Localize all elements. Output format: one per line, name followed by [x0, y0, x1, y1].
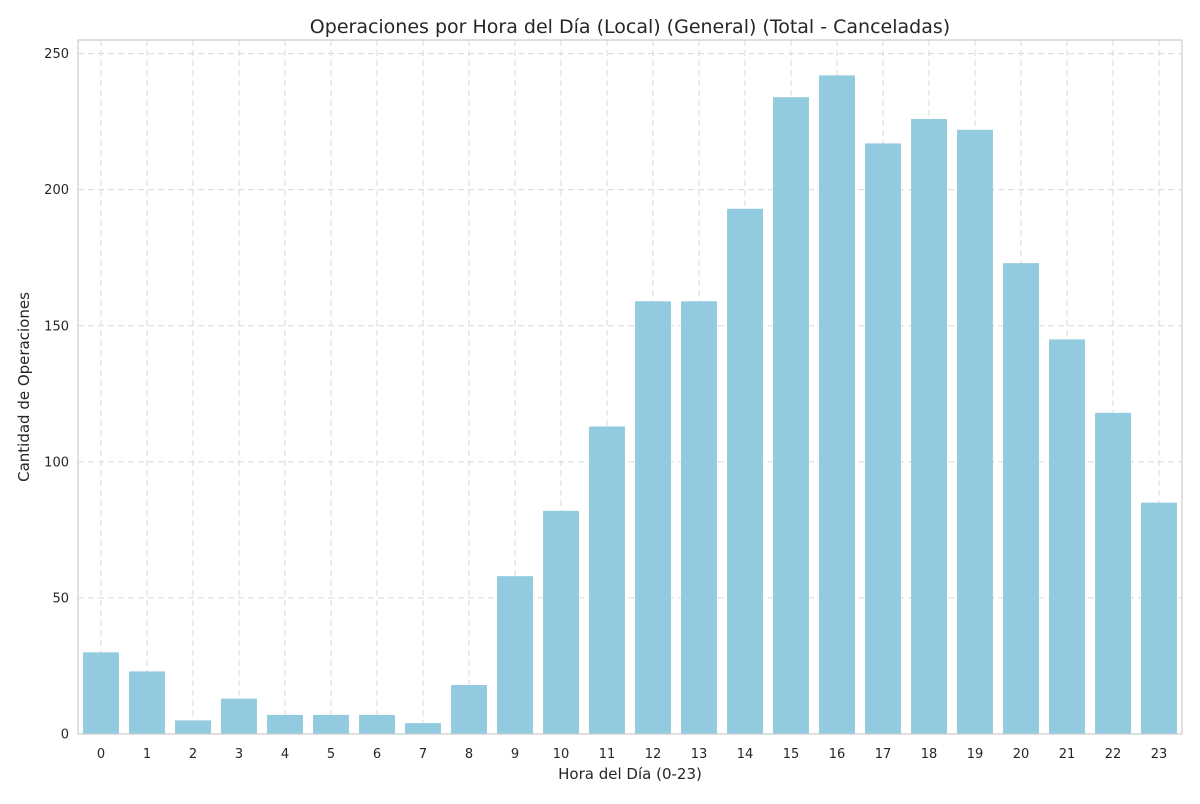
x-tick-label: 3 [235, 747, 243, 762]
bar-hour-14 [727, 208, 763, 735]
x-tick-label: 22 [1105, 747, 1122, 762]
bar-hour-13 [681, 301, 717, 734]
y-tick-label: 0 [61, 728, 69, 743]
bar-hour-1 [129, 671, 165, 734]
x-tick-label: 23 [1151, 747, 1168, 762]
bar-hour-21 [1049, 339, 1085, 734]
x-tick-label: 14 [737, 747, 754, 762]
bar-hour-16 [819, 75, 855, 735]
x-axis-ticks: 0 1 2 3 4 5 6 7 8 9 10 11 12 13 14 15 16 17 18 19 20 21 22 23 [97, 747, 1167, 762]
bar-hour-2 [175, 720, 211, 734]
x-tick-label: 9 [511, 747, 519, 762]
plot-frame [77, 39, 1183, 735]
bar-hour-8 [451, 685, 487, 734]
bar-hour-10 [543, 510, 579, 734]
x-tick-label: 7 [419, 747, 427, 762]
x-tick-label: 0 [97, 747, 105, 762]
bar-hour-22 [1095, 412, 1131, 734]
bar-hour-6 [359, 714, 395, 734]
y-tick-label: 100 [44, 455, 69, 470]
bar-hour-17 [865, 143, 901, 734]
x-tick-label: 12 [645, 747, 662, 762]
bar-hour-12 [635, 301, 671, 734]
x-tick-label: 20 [1013, 747, 1030, 762]
x-tick-label: 18 [921, 747, 938, 762]
y-tick-label: 250 [44, 47, 69, 62]
x-tick-label: 16 [829, 747, 846, 762]
x-tick-label: 21 [1059, 747, 1076, 762]
x-tick-label: 10 [553, 747, 570, 762]
x-tick-label: 19 [967, 747, 984, 762]
bar-hour-18 [911, 118, 947, 735]
bar-hour-9 [497, 576, 533, 734]
y-tick-label: 150 [44, 319, 69, 334]
bar-hour-19 [957, 129, 993, 734]
bar-hour-23 [1141, 502, 1177, 734]
y-axis-label: Cantidad de Operaciones [15, 292, 33, 482]
bar-hour-0 [83, 652, 119, 734]
bar-hour-20 [1003, 263, 1039, 734]
x-tick-label: 15 [783, 747, 800, 762]
x-tick-label: 11 [599, 747, 616, 762]
x-tick-label: 2 [189, 747, 197, 762]
x-tick-label: 5 [327, 747, 335, 762]
x-tick-label: 13 [691, 747, 708, 762]
bar-hour-3 [221, 698, 257, 734]
x-tick-label: 8 [465, 747, 473, 762]
y-axis-ticks: 0 50 100 150 200 250 [44, 47, 69, 742]
bar-hour-11 [589, 426, 625, 734]
bar-hour-5 [313, 714, 349, 734]
bar-hour-4 [267, 714, 303, 734]
x-tick-label: 1 [143, 747, 151, 762]
x-tick-label: 4 [281, 747, 289, 762]
y-tick-label: 200 [44, 183, 69, 198]
chart-title: Operaciones por Hora del Día (Local) (Ge… [310, 16, 950, 38]
y-tick-label: 50 [52, 591, 69, 606]
bars-layer [83, 75, 1177, 735]
x-tick-label: 17 [875, 747, 892, 762]
bar-hour-15 [773, 97, 809, 734]
bar-hour-7 [405, 723, 441, 734]
x-axis-label: Hora del Día (0-23) [558, 765, 702, 783]
x-tick-label: 6 [373, 747, 381, 762]
